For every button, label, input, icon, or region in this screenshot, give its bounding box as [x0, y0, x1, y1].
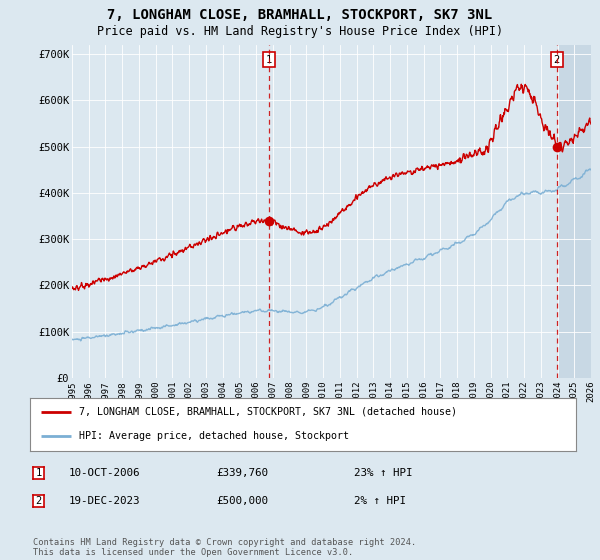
Text: 2: 2 [35, 496, 42, 506]
Text: 19-DEC-2023: 19-DEC-2023 [69, 496, 140, 506]
Text: 7, LONGHAM CLOSE, BRAMHALL, STOCKPORT, SK7 3NL (detached house): 7, LONGHAM CLOSE, BRAMHALL, STOCKPORT, S… [79, 407, 457, 417]
Text: HPI: Average price, detached house, Stockport: HPI: Average price, detached house, Stoc… [79, 431, 349, 441]
Text: Price paid vs. HM Land Registry's House Price Index (HPI): Price paid vs. HM Land Registry's House … [97, 25, 503, 38]
Text: 7, LONGHAM CLOSE, BRAMHALL, STOCKPORT, SK7 3NL: 7, LONGHAM CLOSE, BRAMHALL, STOCKPORT, S… [107, 8, 493, 22]
Text: £339,760: £339,760 [216, 468, 268, 478]
Bar [557, 45, 599, 378]
Bar [557, 45, 599, 378]
Text: 2: 2 [554, 55, 560, 65]
Text: Contains HM Land Registry data © Crown copyright and database right 2024.
This d: Contains HM Land Registry data © Crown c… [33, 538, 416, 557]
Text: £500,000: £500,000 [216, 496, 268, 506]
Text: 1: 1 [266, 55, 272, 65]
Text: 1: 1 [35, 468, 42, 478]
Text: 10-OCT-2006: 10-OCT-2006 [69, 468, 140, 478]
Text: 2% ↑ HPI: 2% ↑ HPI [354, 496, 406, 506]
Text: 23% ↑ HPI: 23% ↑ HPI [354, 468, 413, 478]
